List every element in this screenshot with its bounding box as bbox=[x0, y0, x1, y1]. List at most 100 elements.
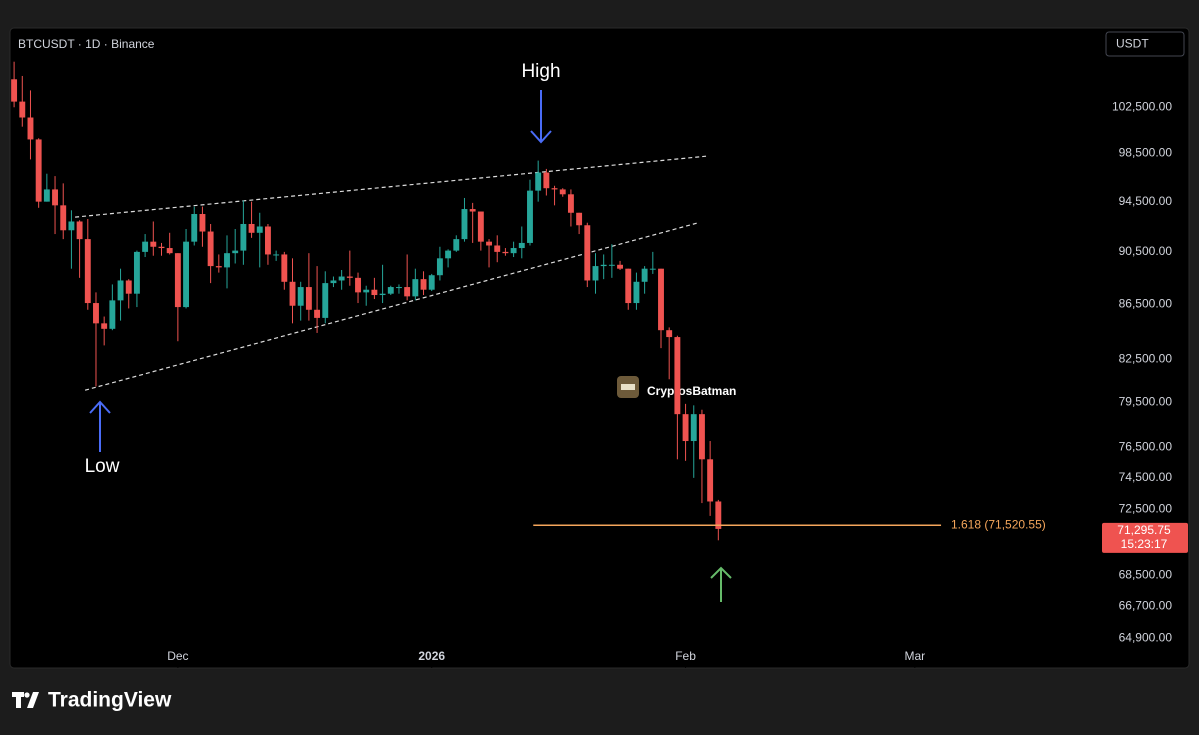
candle-body bbox=[125, 280, 132, 294]
countdown: 15:23:17 bbox=[1121, 537, 1168, 551]
candle-body bbox=[576, 212, 583, 226]
candle-body bbox=[715, 501, 722, 529]
candle-body bbox=[215, 266, 222, 268]
candle-body bbox=[150, 241, 157, 247]
candle-body bbox=[297, 287, 304, 306]
candle-body bbox=[494, 245, 501, 252]
candle-body bbox=[256, 226, 263, 233]
candle-body bbox=[76, 221, 83, 240]
last-price-badge bbox=[1102, 522, 1188, 553]
candle-body bbox=[330, 280, 337, 284]
candle-body bbox=[600, 264, 607, 267]
candle-body bbox=[502, 251, 509, 254]
candle-body bbox=[510, 248, 517, 254]
y-tick-label: 66,700.00 bbox=[1119, 598, 1173, 612]
candle-body bbox=[559, 189, 566, 195]
watermark: CryptosBatman bbox=[647, 384, 736, 398]
low-label: Low bbox=[85, 456, 120, 477]
y-tick-label: 94,500.00 bbox=[1119, 194, 1173, 208]
high-arrow bbox=[530, 90, 552, 144]
currency-label[interactable]: USDT bbox=[1116, 37, 1149, 51]
currency-button[interactable] bbox=[1105, 31, 1185, 57]
candle-body bbox=[371, 289, 378, 296]
brand-logo bbox=[12, 692, 39, 708]
candle-body bbox=[436, 258, 443, 276]
candle-body bbox=[404, 287, 411, 297]
candle-body bbox=[174, 253, 181, 308]
trendline bbox=[84, 222, 698, 391]
candle-body bbox=[322, 283, 329, 318]
candle-body bbox=[207, 231, 214, 267]
y-tick-label: 90,500.00 bbox=[1119, 244, 1173, 258]
candle-body bbox=[264, 226, 271, 255]
candle-body bbox=[649, 268, 656, 270]
candle-body bbox=[535, 172, 542, 191]
candle-body bbox=[641, 268, 648, 282]
candle-body bbox=[52, 189, 58, 206]
candle-body bbox=[567, 194, 574, 213]
target-arrow bbox=[710, 566, 732, 602]
candle-body bbox=[224, 253, 230, 268]
candle-body bbox=[27, 117, 34, 140]
candle-body bbox=[35, 139, 42, 202]
y-tick-label: 76,500.00 bbox=[1119, 439, 1173, 453]
candle-body bbox=[84, 239, 91, 304]
candle-body bbox=[658, 268, 664, 331]
chart-title: BTCUSDT · 1D · Binance bbox=[18, 37, 155, 51]
candle-body bbox=[543, 172, 550, 189]
y-tick-label: 82,500.00 bbox=[1119, 352, 1173, 366]
candle-body bbox=[690, 414, 697, 442]
candle-body bbox=[682, 414, 689, 442]
candle-body bbox=[698, 414, 705, 460]
candle-body bbox=[232, 250, 239, 254]
candle-body bbox=[674, 337, 681, 415]
candle-body bbox=[19, 101, 26, 118]
watermark-icon bbox=[617, 376, 639, 398]
fib-label: 1.618 (71,520.55) bbox=[951, 517, 1046, 531]
candle-body bbox=[518, 242, 525, 249]
chart-panel bbox=[9, 27, 1190, 669]
y-tick-label: 64,900.00 bbox=[1119, 630, 1173, 644]
candle-body bbox=[166, 248, 173, 254]
candle-body bbox=[109, 300, 116, 329]
candle-body bbox=[707, 459, 714, 502]
low-arrow bbox=[89, 400, 111, 452]
candle-body bbox=[314, 309, 321, 318]
candle-body bbox=[338, 276, 345, 281]
candle-body bbox=[527, 190, 533, 243]
candle-body bbox=[158, 246, 165, 249]
candle-body bbox=[625, 268, 632, 304]
candle-body bbox=[469, 209, 476, 212]
candle-body bbox=[412, 279, 419, 297]
candle-body bbox=[68, 221, 75, 231]
candle-body bbox=[355, 277, 361, 293]
x-tick-label: 2026 bbox=[418, 649, 445, 663]
y-tick-label: 72,500.00 bbox=[1119, 502, 1173, 516]
candle-body bbox=[305, 287, 312, 310]
candle-body bbox=[608, 264, 615, 266]
candle-body bbox=[273, 254, 280, 256]
brand: TradingView bbox=[48, 689, 172, 712]
y-tick-label: 74,500.00 bbox=[1119, 470, 1173, 484]
candle-body bbox=[445, 250, 452, 259]
candle-body bbox=[199, 214, 206, 232]
y-tick-label: 79,500.00 bbox=[1119, 395, 1173, 409]
last-price-label: 71,295.75 bbox=[1117, 523, 1171, 537]
candle-body bbox=[248, 223, 255, 233]
candle-body bbox=[133, 251, 140, 294]
candle-body bbox=[240, 223, 247, 251]
candle-body bbox=[379, 293, 386, 296]
y-tick-label: 102,500.00 bbox=[1112, 99, 1172, 113]
x-tick-label: Feb bbox=[675, 649, 696, 663]
candle-body bbox=[592, 266, 599, 281]
x-tick-label: Dec bbox=[167, 649, 188, 663]
candle-body bbox=[117, 280, 124, 301]
y-tick-label: 98,500.00 bbox=[1119, 146, 1173, 160]
candle-body bbox=[346, 276, 353, 278]
candle-body bbox=[281, 254, 288, 282]
candle-body bbox=[60, 205, 67, 231]
candle-body bbox=[142, 241, 149, 252]
candle-body bbox=[551, 188, 558, 190]
